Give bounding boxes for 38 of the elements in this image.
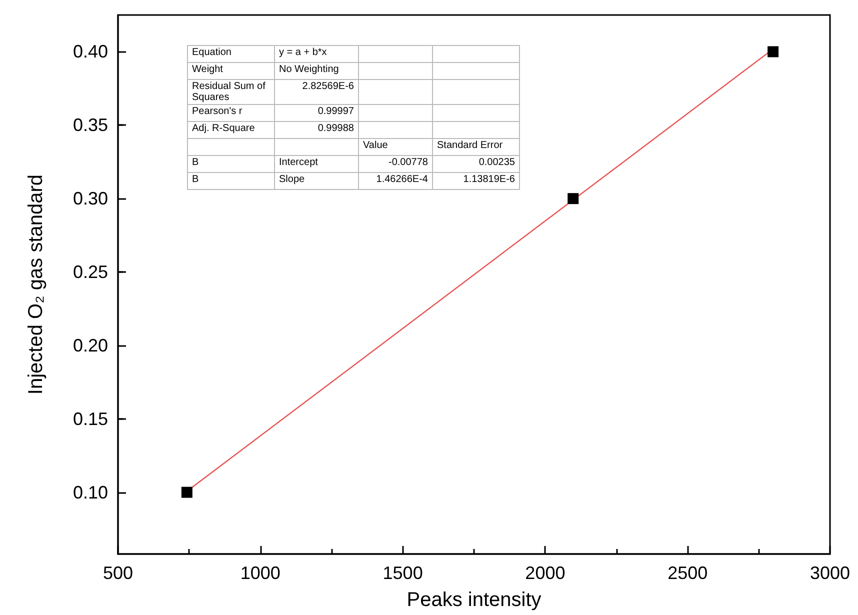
annotation: Intercept <box>274 156 358 172</box>
x-tick-label: 3000 <box>810 563 850 583</box>
y-tick-label: 0.15 <box>72 408 108 429</box>
annotation: Weight <box>188 62 274 80</box>
y-tick-label: 0.35 <box>72 115 108 136</box>
annotation: No Weighting <box>274 62 358 80</box>
y-tick-label: 0.40 <box>72 42 108 62</box>
annotation: Equation <box>188 46 274 62</box>
annotation: Adj. R-Square <box>188 122 274 138</box>
annotation: 0.00235 <box>432 156 520 172</box>
y-tick-label: 0.20 <box>72 335 108 356</box>
annotation: Value <box>358 138 432 156</box>
x-tick-label: 1000 <box>240 563 280 583</box>
point <box>181 486 192 498</box>
annotation: 2.82569E-6 <box>274 80 358 104</box>
y-tick-label: 0.10 <box>72 482 108 502</box>
x-tick-label: 2500 <box>668 563 708 583</box>
annotation: 0.99988 <box>274 122 358 138</box>
annotation: Residual Sum of Squares <box>188 80 274 104</box>
annotation: y = a + b*x <box>274 46 358 62</box>
annotation: 0.99997 <box>274 104 358 122</box>
annotation: 1.13819E-6 <box>432 172 520 190</box>
annotation: Pearson's r <box>188 104 274 122</box>
y-axis-title: Injected O₂ gas standard <box>25 174 47 395</box>
x-tick-label: 1500 <box>382 563 423 583</box>
annotation: 1.46266E-4 <box>358 172 432 190</box>
x-tick-label: 2000 <box>525 563 566 583</box>
y-tick-label: 0.30 <box>72 188 108 209</box>
y-tick-label: 0.25 <box>72 262 108 282</box>
annotation: Slope <box>274 172 358 190</box>
x-axis-title: Peaks intensity <box>406 589 542 611</box>
point <box>768 46 779 58</box>
annotation: -0.00778 <box>358 156 432 172</box>
annotation: Standard Error <box>432 138 520 156</box>
point <box>568 193 579 204</box>
annotation: B <box>188 156 274 172</box>
x-tick-label: 500 <box>102 563 134 583</box>
annotation: B <box>188 172 274 190</box>
